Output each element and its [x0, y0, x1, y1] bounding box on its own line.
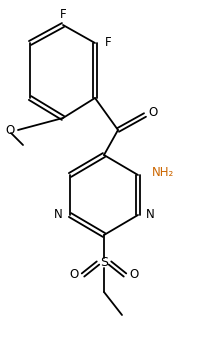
Text: S: S [100, 257, 108, 270]
Text: O: O [5, 124, 14, 137]
Text: O: O [129, 269, 139, 282]
Text: N: N [146, 208, 154, 221]
Text: NH₂: NH₂ [152, 166, 174, 179]
Text: N: N [54, 208, 62, 221]
Text: F: F [105, 37, 111, 49]
Text: O: O [69, 269, 79, 282]
Text: F: F [60, 7, 66, 20]
Text: O: O [148, 106, 158, 119]
